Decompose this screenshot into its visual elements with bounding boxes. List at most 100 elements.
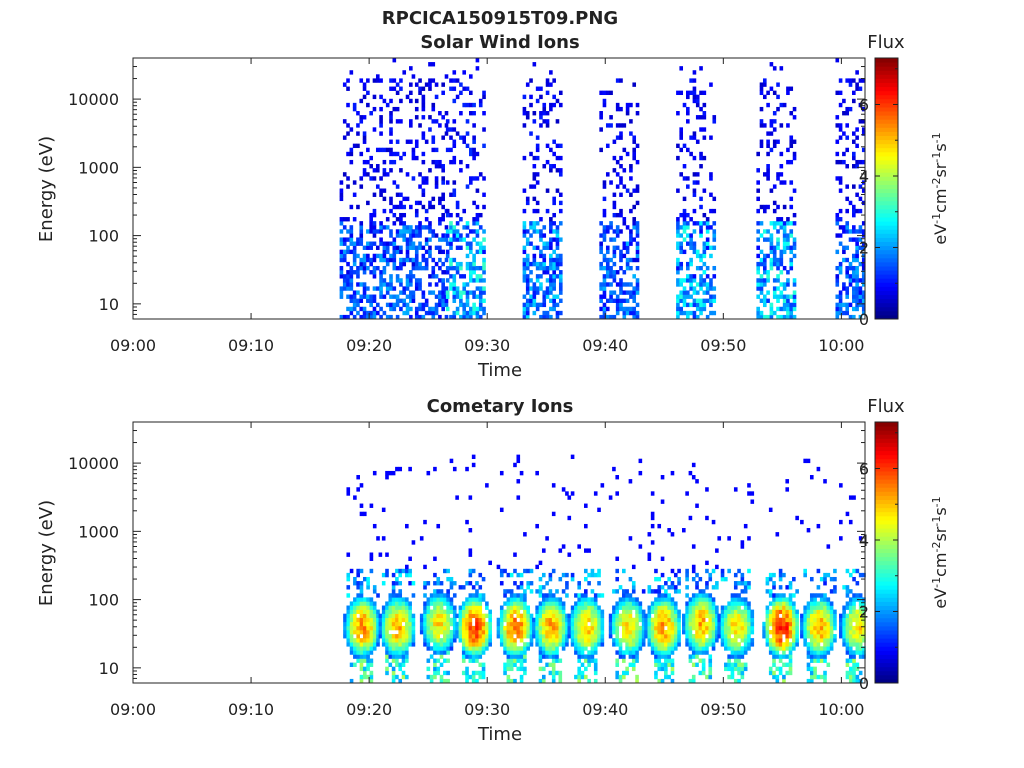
flux-cell xyxy=(375,286,380,291)
flux-cell xyxy=(532,621,536,627)
flux-cell xyxy=(839,625,843,631)
flux-cell xyxy=(449,265,453,271)
flux-cell xyxy=(632,306,637,312)
flux-cell xyxy=(715,613,719,619)
flux-cell xyxy=(676,225,680,230)
flux-cell xyxy=(740,638,745,643)
flux-cell xyxy=(356,638,360,643)
flux-cell xyxy=(395,90,400,96)
flux-cell xyxy=(618,646,623,651)
flux-cell xyxy=(792,617,796,623)
flux-cell xyxy=(529,642,534,647)
flux-cell xyxy=(481,593,486,598)
flux-cell xyxy=(399,155,403,161)
flux-cell xyxy=(772,658,776,663)
flux-cell xyxy=(362,270,367,275)
flux-cell xyxy=(740,597,745,602)
flux-cell xyxy=(455,94,460,100)
flux-cell xyxy=(769,314,774,320)
colorbar-swatch xyxy=(875,172,898,177)
flux-cell xyxy=(789,204,794,210)
flux-cell xyxy=(539,111,543,116)
flux-cell xyxy=(657,666,662,672)
flux-cell xyxy=(446,597,450,602)
flux-cell xyxy=(766,229,770,234)
flux-cell xyxy=(762,314,767,320)
flux-cell xyxy=(526,609,530,614)
flux-cell xyxy=(845,650,850,655)
flux-cell xyxy=(433,650,437,655)
flux-cell xyxy=(431,135,436,140)
flux-cell xyxy=(685,629,689,635)
flux-cell xyxy=(426,609,431,614)
flux-cell xyxy=(401,609,406,614)
flux-cell xyxy=(635,249,640,255)
flux-cell xyxy=(709,225,713,230)
flux-cell xyxy=(766,176,770,181)
flux-cell xyxy=(414,314,419,320)
flux-cell xyxy=(349,601,354,606)
flux-cell xyxy=(762,94,767,100)
flux-cell xyxy=(635,658,639,663)
flux-cell xyxy=(408,466,412,472)
flux-cell xyxy=(660,609,665,614)
flux-cell xyxy=(597,629,601,635)
flux-cell xyxy=(657,634,662,639)
flux-cell xyxy=(434,294,439,299)
flux-cell xyxy=(605,270,610,275)
flux-cell xyxy=(691,638,696,643)
colorbar-tick-label: 6 xyxy=(859,95,869,114)
flux-cell xyxy=(359,119,364,124)
flux-cell xyxy=(455,629,459,635)
flux-cell xyxy=(414,106,419,112)
flux-cell xyxy=(375,147,380,153)
flux-cell xyxy=(379,106,383,112)
flux-cell xyxy=(356,265,360,271)
flux-cell xyxy=(647,629,652,635)
flux-cell xyxy=(449,78,453,83)
flux-cell xyxy=(809,576,814,582)
flux-cell xyxy=(385,617,389,623)
flux-cell xyxy=(434,310,439,316)
flux-cell xyxy=(385,290,390,295)
flux-cell xyxy=(750,629,755,635)
flux-cell xyxy=(436,597,441,602)
flux-cell xyxy=(776,286,780,291)
flux-cell xyxy=(584,634,588,639)
flux-cell xyxy=(555,609,559,614)
flux-cell xyxy=(612,298,617,303)
flux-cell xyxy=(414,249,419,255)
flux-cell xyxy=(434,159,439,165)
flux-cell xyxy=(612,261,617,267)
flux-cell xyxy=(806,617,811,623)
flux-cell xyxy=(444,111,449,116)
flux-cell xyxy=(625,151,630,157)
flux-cell xyxy=(356,629,360,635)
flux-cell xyxy=(786,241,790,246)
flux-cell xyxy=(506,629,511,635)
flux-cell xyxy=(482,261,486,267)
flux-cell xyxy=(597,642,601,647)
flux-cell xyxy=(711,621,716,627)
flux-cell xyxy=(446,646,450,651)
flux-cell xyxy=(433,674,437,680)
flux-cell xyxy=(737,621,741,627)
flux-cell xyxy=(654,654,658,659)
flux-cell xyxy=(424,310,429,316)
flux-cell xyxy=(570,605,575,610)
flux-cell xyxy=(670,666,675,672)
flux-cell xyxy=(468,609,473,614)
flux-cell xyxy=(740,650,745,655)
flux-cell xyxy=(548,650,553,655)
flux-cell xyxy=(455,233,460,238)
flux-cell xyxy=(768,609,773,614)
flux-cell xyxy=(525,314,530,320)
flux-cell xyxy=(342,314,347,320)
flux-cell xyxy=(449,314,453,320)
flux-cell xyxy=(702,249,707,255)
flux-cell xyxy=(549,261,553,267)
flux-cell xyxy=(532,225,537,230)
flux-cell xyxy=(529,634,534,639)
flux-cell xyxy=(574,617,578,623)
flux-cell xyxy=(622,601,626,606)
